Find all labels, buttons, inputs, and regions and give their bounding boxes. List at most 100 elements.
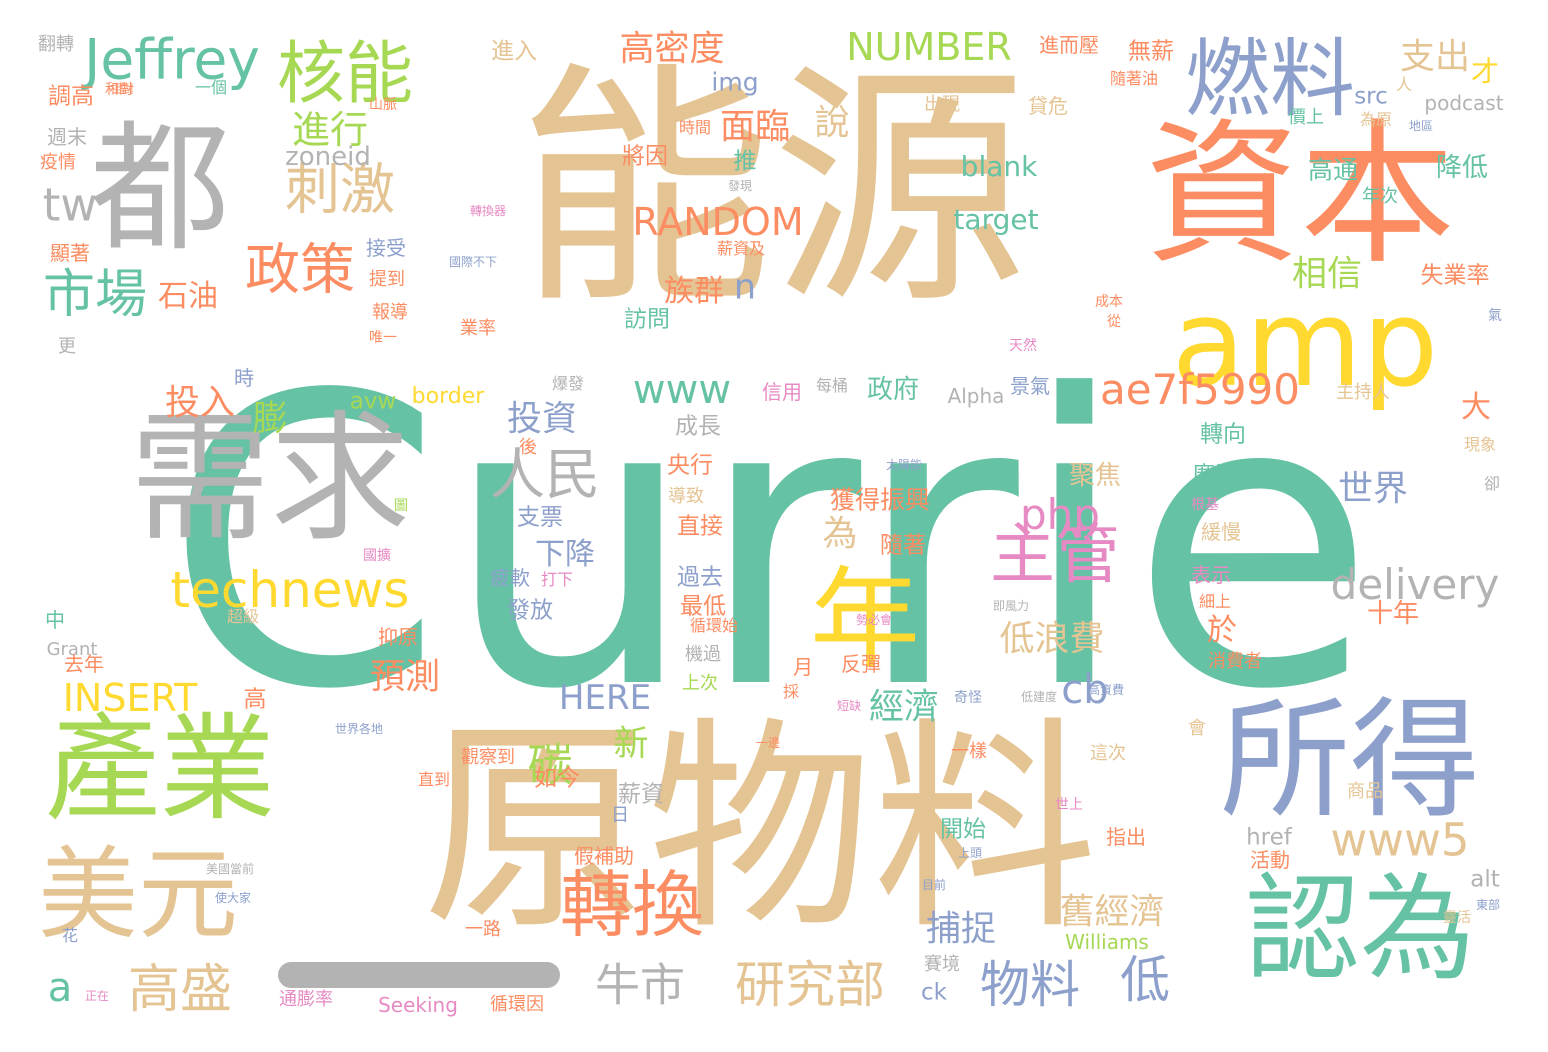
cloud-word: 導致 [668,486,704,507]
cloud-word: podcast [1424,91,1504,115]
cloud-word: 過去 [677,564,723,591]
cloud-word: 人民 [489,442,601,507]
cloud-word: 發放 [507,597,553,624]
cloud-word: 圖 [394,498,408,514]
cloud-word: 太陽能 [885,458,923,472]
cloud-word: 為 [822,514,858,555]
cloud-word: 一路 [465,919,501,940]
cloud-word: 即風力 [992,599,1030,613]
cloud-word: 高 [243,686,267,713]
cloud-word: 膨 [252,399,288,440]
cloud-word: 打下 [540,570,574,589]
cloud-word: 和對 [105,82,133,98]
cloud-word: 週末 [47,125,87,149]
cloud-word: 都 [89,108,231,271]
cloud-word: 會 [1188,718,1206,739]
cloud-word: 失業率 [1420,262,1490,289]
cloud-word: 山脈 [369,97,397,113]
cloud-word: 更 [58,336,76,357]
cloud-word: 採 [782,682,800,701]
cloud-word: 石油 [158,279,218,314]
cloud-word: target [953,203,1039,236]
cloud-word: 日 [611,805,629,826]
cloud-word: 花 [61,926,79,945]
cloud-word: 時間 [678,118,712,137]
cloud-word: alt [1470,866,1500,893]
cloud-word: Seeking [378,993,458,1017]
cloud-word: INSERT [62,676,198,720]
cloud-word: RANDOM [632,200,804,244]
cloud-word: 人 [1395,75,1413,94]
cloud-word: 無薪 [1128,38,1174,65]
cloud-word: 高盛 [127,960,233,1020]
cloud-word: 薪資 [618,781,664,808]
cloud-word: 說 [814,103,850,144]
cloud-word: 十年 [1366,599,1420,629]
cloud-word: 貸危 [1028,94,1068,118]
cloud-word: 碳 [527,738,573,792]
cloud-word: 預測 [369,657,441,698]
cloud-word: src [1354,83,1388,110]
cloud-word: 唯一 [369,330,397,346]
cloud-word: 聚焦 [1068,461,1122,491]
cloud-word: 燃料 [1184,30,1356,130]
cloud-word: 高密度 [619,29,725,70]
cloud-word: 為原 [1359,110,1393,129]
cloud-word: 上次 [682,673,718,694]
cloud-word: 通膨率 [279,989,333,1010]
cloud-word: img [711,67,759,97]
cloud-word: 顯著 [50,241,90,265]
cloud-word: 世界各地 [334,722,384,736]
cloud-word: cb [1061,667,1109,713]
cloud-word: 轉向 [1200,421,1246,448]
cloud-word: 根基 [1191,497,1219,513]
cloud-word: 提到 [369,269,405,290]
cloud-word: 地區 [1408,119,1434,133]
cloud-word: ae7f5990 [1100,365,1300,414]
cloud-word: amp [1171,275,1439,414]
cloud-word: 天然 [1009,338,1037,354]
cloud-word: 研究部 [735,956,885,1014]
cloud-word: 高通 [1307,155,1359,185]
cloud-word: n [733,267,757,308]
cloud-word: 市場 [42,265,148,325]
cloud-word: 主管 [989,517,1121,593]
cloud-word: 報導 [372,302,408,323]
cloud-word: 捕捉 [925,909,997,950]
cloud-word: 原物料 [422,698,1098,961]
cloud-word: 低建度 [1020,690,1058,704]
cloud-word: 大 [1461,390,1491,425]
cloud-word: 面臨 [719,107,791,148]
cloud-word: 經濟 [868,687,940,728]
cloud-word: 低 [1120,951,1170,1009]
cloud-word: 正在 [84,989,110,1003]
cloud-word: 抑原 [378,625,418,649]
cloud-word: 中 [45,608,65,632]
cloud-word: 一樣 [951,741,987,762]
cloud-word: 反彈 [841,652,881,676]
cloud-word: zoneid [285,142,371,172]
cloud-word: 下降 [535,537,595,572]
cloud-word: 相信 [1291,254,1363,295]
placeholder-bar [278,962,560,988]
cloud-word: 薪資及 [716,239,766,258]
cloud-word: technews [170,561,410,619]
cloud-word: Alpha [947,384,1005,408]
cloud-word: 成本 [1095,294,1123,310]
cloud-word: 主持人 [1336,382,1390,403]
cloud-word: href [1246,824,1292,851]
cloud-word: 去年 [64,652,104,676]
cloud-word: 上頭 [957,846,983,860]
cloud-word: 勢必會 [855,613,893,627]
cloud-word: 於 [1207,613,1237,648]
cloud-word: 世上 [1055,797,1083,813]
cloud-word: 一個 [194,78,228,97]
cloud-word: 奇怪 [954,690,982,706]
cloud-word: 舊經濟 [1059,892,1165,933]
cloud-word: 消費者 [1208,651,1262,672]
cloud-word: 推 [733,148,757,175]
cloud-word: 賽境 [924,954,960,975]
cloud-word: 轉換 [559,863,705,947]
cloud-word: NUMBER [846,25,1012,69]
cloud-word: 現象 [1463,435,1497,454]
